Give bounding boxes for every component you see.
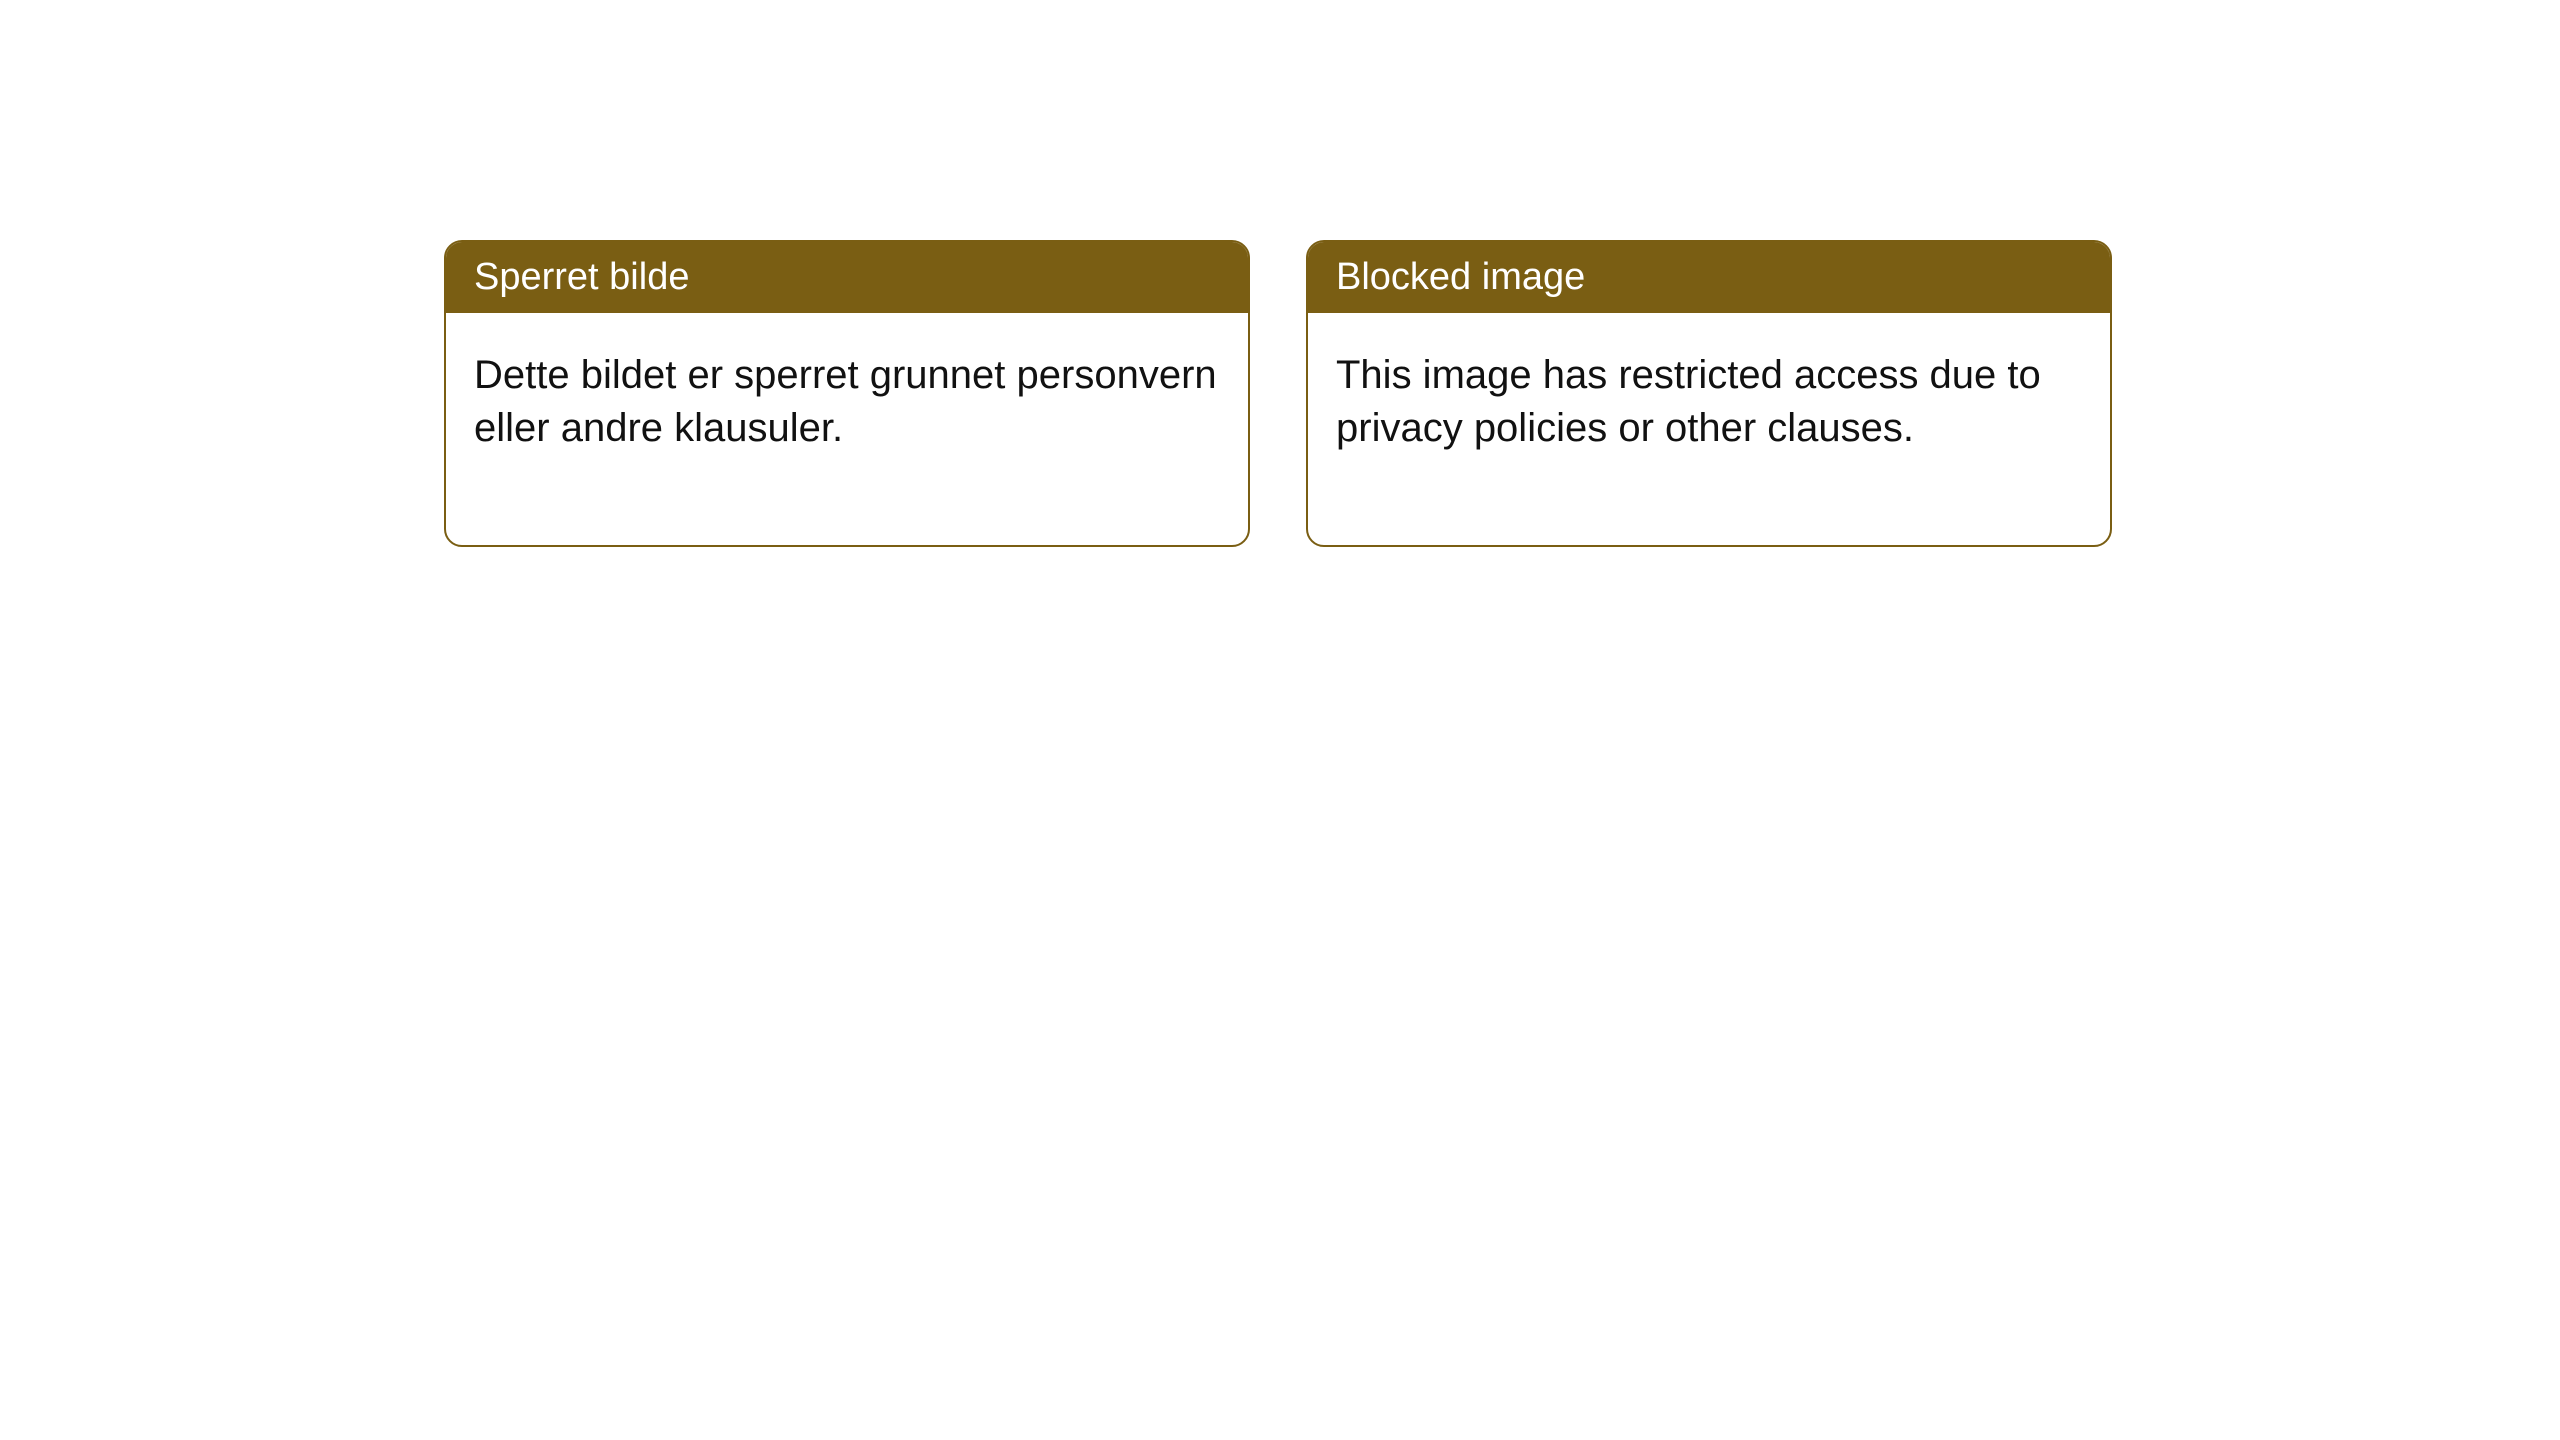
notice-header-norwegian: Sperret bilde [446,242,1248,313]
notice-header-english: Blocked image [1308,242,2110,313]
notice-body-english: This image has restricted access due to … [1308,313,2110,545]
notice-box-english: Blocked image This image has restricted … [1306,240,2112,547]
notice-box-norwegian: Sperret bilde Dette bildet er sperret gr… [444,240,1250,547]
notice-body-norwegian: Dette bildet er sperret grunnet personve… [446,313,1248,545]
notices-container: Sperret bilde Dette bildet er sperret gr… [444,240,2112,547]
